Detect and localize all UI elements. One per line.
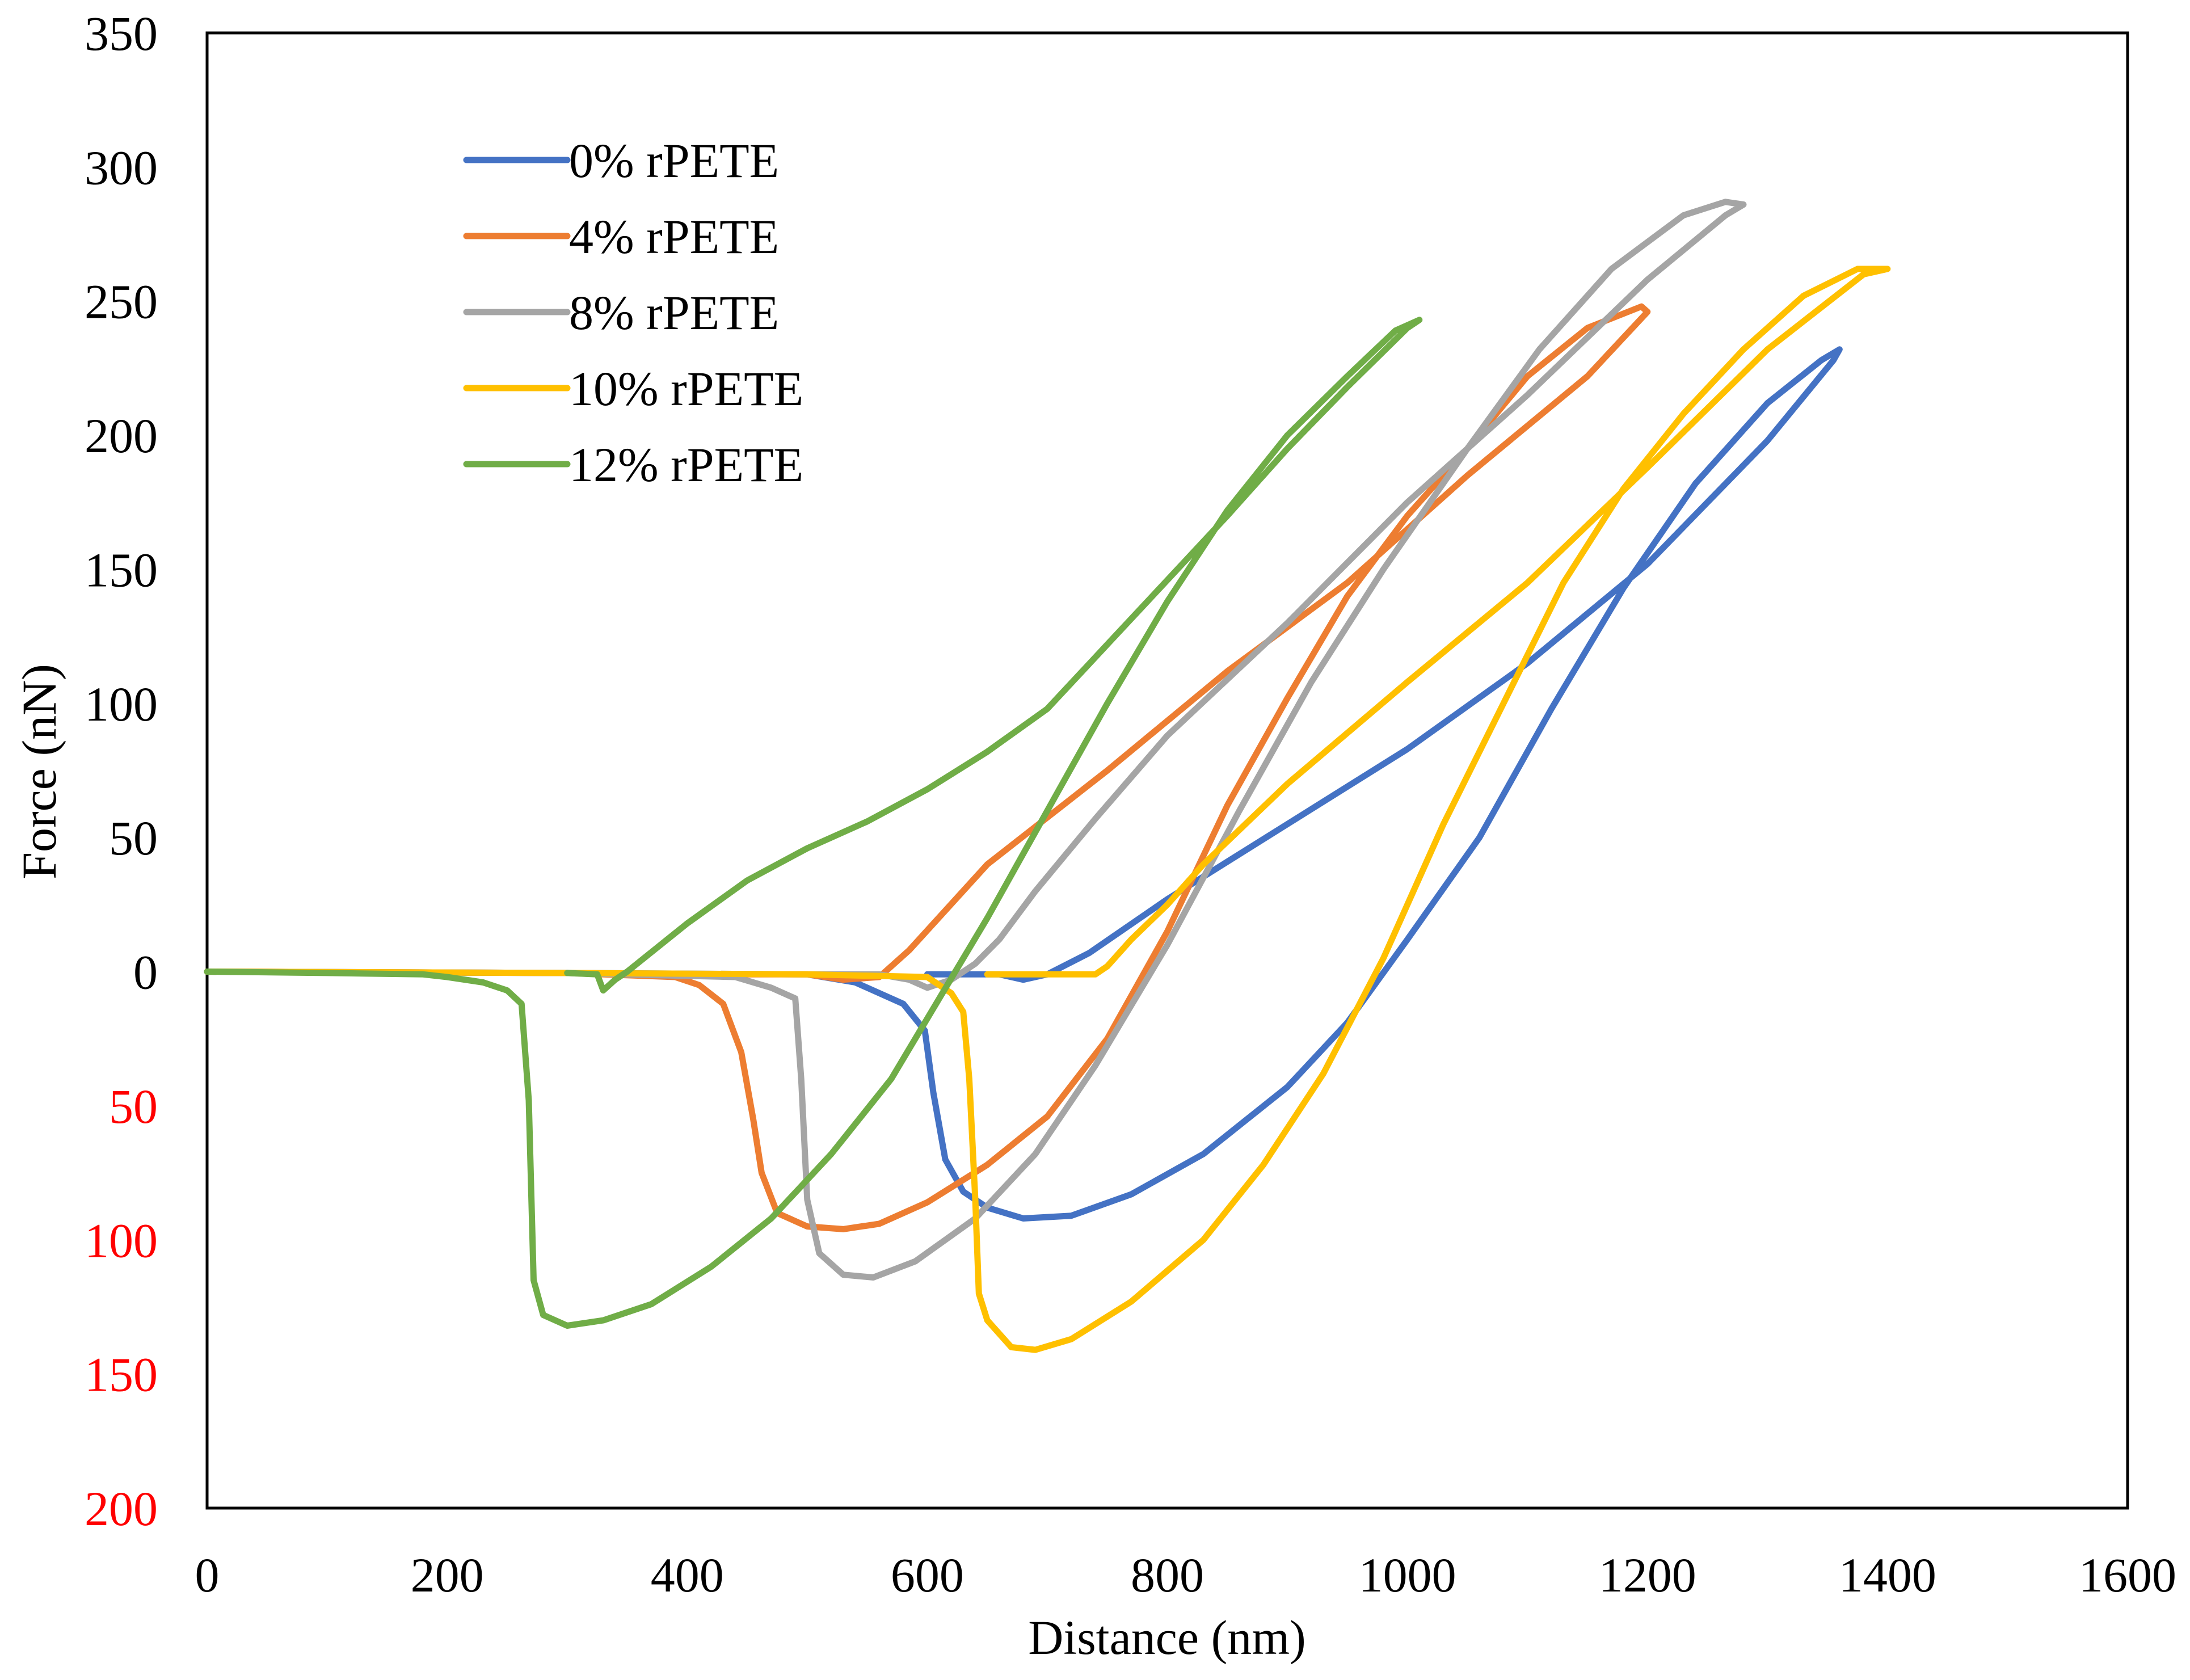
series-line-3 (204, 266, 1891, 1353)
y-tick-label: 200 (85, 1481, 158, 1536)
series-layer (204, 199, 1891, 1353)
series-line-2 (204, 199, 1747, 1281)
y-tick-label: 0 (133, 945, 158, 1000)
series-line-1 (204, 303, 1651, 1232)
y-tick-label: 100 (85, 677, 158, 731)
y-tick-label: 200 (85, 409, 158, 463)
legend: 0% rPETE 4% rPETE 8% rPETE 10% rPETE 12% rPE… (463, 133, 803, 492)
legend-label: 12% rPETE (569, 437, 803, 492)
x-tick-label: 400 (651, 1548, 724, 1602)
x-axis-title: Distance (nm) (1028, 1610, 1306, 1665)
y-tick-label: 100 (85, 1213, 158, 1268)
y-tick-label: 350 (85, 6, 158, 61)
y-axis-title: Force (nN) (12, 664, 66, 879)
y-tick-label: 150 (85, 1348, 158, 1402)
x-tick-label: 800 (1131, 1548, 1204, 1602)
x-tick-label: 1400 (1839, 1548, 1936, 1602)
tick-layer: 0 200 400 600 800 1000 1200 1400 160035030025020… (85, 6, 2176, 1602)
y-tick-label: 300 (85, 140, 158, 195)
y-tick-label: 150 (85, 542, 158, 597)
series-line-0 (204, 346, 1843, 1222)
plot-area-frame (205, 31, 2129, 1510)
legend-label: 8% rPETE (569, 285, 779, 340)
y-tick-label: 50 (109, 1079, 158, 1134)
x-tick-label: 0 (195, 1548, 220, 1602)
legend-label: 0% rPETE (569, 133, 779, 188)
y-tick-label: 250 (85, 275, 158, 329)
x-tick-label: 1200 (1599, 1548, 1696, 1602)
y-tick-label: 50 (109, 811, 158, 865)
series-line-4 (204, 317, 1423, 1329)
x-tick-label: 1000 (1359, 1548, 1456, 1602)
legend-label: 10% rPETE (569, 361, 803, 416)
x-tick-label: 200 (411, 1548, 484, 1602)
x-tick-label: 600 (891, 1548, 964, 1602)
legend-label: 4% rPETE (569, 209, 779, 264)
x-tick-label: 1600 (2079, 1548, 2176, 1602)
